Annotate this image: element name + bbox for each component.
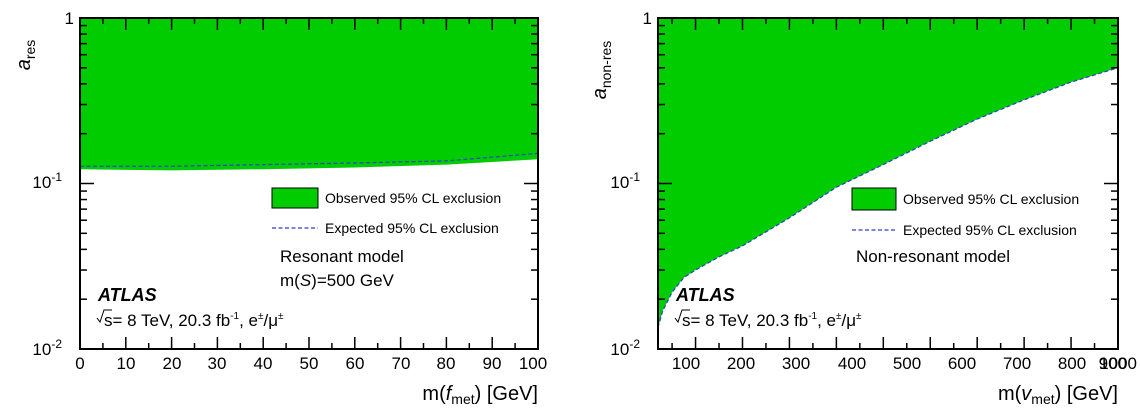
expected-exclusion-line — [657, 67, 1119, 328]
mass-label: m(S)=500 GeV — [280, 271, 395, 290]
x-tick-label: 50 — [300, 354, 319, 373]
x-tick-labels: 0 10 20 30 40 50 60 70 80 90 100 — [75, 354, 547, 373]
x-tick-label: 100 — [672, 354, 700, 373]
atlas-label: ATLAS — [97, 285, 157, 305]
x-axis-title: m(fmet) [GeV] — [422, 383, 538, 407]
y-tick-label: 10-2 — [32, 337, 62, 359]
x-tick-label: 30 — [208, 354, 227, 373]
legend-expected-label: Expected 95% CL exclusion — [325, 220, 499, 236]
x-tick-label: 80 — [437, 354, 456, 373]
x-tick-label: 90 — [483, 354, 502, 373]
legend-observed-label: Observed 95% CL exclusion — [903, 191, 1079, 207]
observed-exclusion-area — [80, 18, 538, 171]
chart-resonant: Observed 95% CL exclusion Expected 95% C… — [13, 9, 547, 407]
x-tick-label: 0 — [75, 354, 84, 373]
x-tick-label: 300 — [782, 354, 810, 373]
model-label: Resonant model — [280, 247, 404, 266]
y-axis-title: ares — [13, 40, 38, 71]
y-tick-label: 10-2 — [610, 337, 640, 359]
observed-exclusion-area — [658, 18, 1118, 328]
x-tick-label: 500 — [893, 354, 921, 373]
plot-frame — [79, 17, 539, 350]
svg-text:s= 8 TeV, 20.3 fb-1, e±/μ±: s= 8 TeV, 20.3 fb-1, e±/μ± — [104, 311, 284, 330]
y-tick-label: 1 — [643, 9, 652, 28]
legend-observed-swatch — [851, 187, 897, 211]
x-tick-label: 1000 — [1099, 354, 1137, 373]
x-tick-label: 60 — [346, 354, 365, 373]
x-tick-label: 100 — [519, 354, 547, 373]
x-tick-label: 40 — [254, 354, 273, 373]
expected-exclusion-line — [80, 152, 539, 167]
x-tick-label: 200 — [727, 354, 755, 373]
x-tick-label: 700 — [1003, 354, 1031, 373]
y-axis-title: anon-res — [589, 41, 614, 100]
x-tick-label: 70 — [392, 354, 411, 373]
x-tick-labels: 100 200 300 400 500 600 700 800 900 1000 — [672, 354, 1137, 373]
legend-observed-label: Observed 95% CL exclusion — [325, 190, 501, 206]
y-tick-label: 10-1 — [32, 170, 62, 192]
energy-label: s= 8 TeV, 20.3 fb-1, e±/μ± — [674, 309, 862, 330]
x-tick-label: 10 — [117, 354, 136, 373]
x-tick-label: 900 — [1099, 354, 1127, 373]
x-tick-label: 800 — [1058, 354, 1086, 373]
sqrt-symbol — [96, 309, 112, 324]
sqrt-symbol — [674, 309, 690, 324]
svg-text:s= 8 TeV, 20.3 fb-1, e±/μ±: s= 8 TeV, 20.3 fb-1, e±/μ± — [682, 311, 862, 330]
atlas-label: ATLAS — [675, 285, 735, 305]
model-label: Non-resonant model — [856, 247, 1010, 266]
legend-observed-swatch — [271, 187, 319, 209]
y-tick-label: 1 — [65, 9, 74, 28]
energy-label: s= 8 TeV, 20.3 fb-1, e±/μ± — [96, 309, 284, 330]
x-axis-title: m(vmet) [GeV] — [998, 383, 1118, 407]
plot-frame — [657, 17, 1119, 350]
chart-non-resonant: Observed 95% CL exclusion Expected 95% C… — [589, 9, 1137, 407]
legend-expected-label: Expected 95% CL exclusion — [903, 222, 1077, 238]
x-tick-label: 600 — [948, 354, 976, 373]
x-tick-label: 20 — [163, 354, 182, 373]
y-tick-label: 10-1 — [610, 170, 640, 192]
x-tick-label: 400 — [838, 354, 866, 373]
